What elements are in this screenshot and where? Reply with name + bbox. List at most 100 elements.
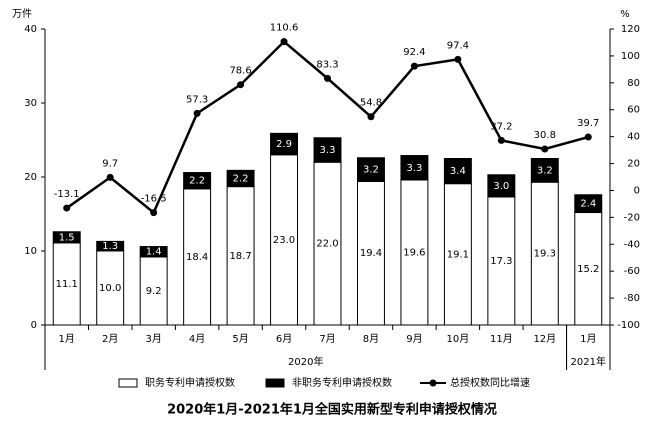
bar-value-label: 2.2 [233, 173, 249, 184]
bar-segment [400, 179, 429, 326]
y2-axis-label: % [620, 9, 630, 20]
bar-segment [139, 246, 168, 258]
line-value-label: 110.6 [270, 23, 299, 34]
y2-tick-label: 120 [621, 24, 640, 35]
bar-segment [270, 132, 299, 156]
bar-value-label: 1.4 [146, 247, 162, 258]
y-tick-label: 30 [24, 98, 37, 109]
bar-segment [530, 181, 559, 326]
line-marker [237, 81, 245, 89]
bar-value-label: 19.4 [360, 248, 382, 259]
legend-swatch [118, 378, 138, 388]
y2-tick-label: 20 [627, 159, 640, 170]
bar-value-label: 22.0 [316, 239, 338, 250]
bar-segment [226, 186, 255, 326]
y2-tick-label: 100 [621, 51, 640, 62]
line-value-label: 83.3 [316, 59, 338, 70]
y2-tick-label: -100 [617, 320, 640, 331]
line-marker [584, 133, 592, 141]
bar-value-label: 1.3 [102, 241, 118, 252]
line-marker [280, 38, 288, 46]
bar-segment [530, 158, 559, 183]
bar-value-label: 18.7 [229, 251, 251, 262]
line-marker [367, 113, 375, 121]
bar-value-label: 19.3 [534, 249, 556, 260]
line-value-label: -16.5 [141, 194, 167, 205]
bar-value-label: 3.3 [406, 163, 422, 174]
bar-value-label: 3.4 [450, 166, 466, 177]
x-tick-label: 9月 [406, 333, 422, 345]
bar-segment [226, 169, 255, 188]
x-tick-label: 7月 [319, 333, 335, 345]
bar-value-label: 19.1 [447, 249, 469, 260]
bar-segment [183, 172, 212, 190]
line-marker [150, 209, 158, 217]
bar-value-label: 1.5 [59, 232, 75, 243]
legend-marker [429, 379, 437, 387]
line-value-label: 30.8 [534, 130, 556, 141]
bar-value-label: 10.0 [99, 283, 121, 294]
bar-segment [443, 183, 472, 326]
x-group-label: 2021年 [571, 355, 606, 368]
bar-value-label: 3.0 [493, 181, 509, 192]
bar-value-label: 3.2 [537, 165, 553, 176]
bar-segment [400, 155, 429, 181]
y-tick-label: 40 [24, 24, 37, 35]
line-marker [497, 136, 505, 144]
bar-value-label: 19.6 [403, 247, 425, 258]
bar-segment [356, 157, 385, 182]
y2-tick-label: -20 [624, 212, 640, 223]
line-marker [324, 74, 331, 82]
y2-tick-label: 40 [627, 132, 640, 143]
bar-value-label: 3.3 [320, 145, 336, 156]
x-tick-label: 5月 [232, 333, 248, 345]
x-tick-label: 4月 [189, 333, 205, 345]
line-value-label: 39.7 [577, 118, 599, 129]
y2-tick-label: 0 [634, 185, 640, 196]
line-value-label: 57.3 [186, 94, 208, 105]
line-value-label: 92.4 [403, 47, 425, 58]
x-tick-label: 1月 [580, 333, 596, 345]
y2-tick-label: -40 [624, 239, 640, 250]
bar-segment [52, 231, 81, 244]
line-value-label: 9.7 [102, 158, 118, 169]
line-marker [193, 109, 201, 117]
line-value-label: 54.8 [360, 98, 382, 109]
y2-tick-label: 60 [627, 105, 640, 116]
y-tick-label: 0 [31, 320, 37, 331]
y-tick-label: 10 [24, 246, 37, 257]
legend-label: 总授权数同比增速 [450, 376, 530, 389]
bar-segment [574, 212, 603, 326]
y-tick-label: 20 [24, 172, 37, 183]
y2-tick-label: -80 [624, 293, 640, 304]
line-marker [63, 204, 71, 212]
bar-value-label: 3.2 [363, 165, 379, 176]
y2-tick-label: -60 [624, 266, 640, 277]
bar-value-label: 15.2 [577, 264, 599, 275]
y-axis-label: 万件 [12, 8, 32, 20]
line-value-label: 97.4 [447, 40, 469, 51]
legend-label: 职务专利申请授权数 [145, 376, 235, 389]
line-value-label: -13.1 [54, 189, 80, 200]
bar-segment [574, 194, 603, 214]
bar-segment [487, 174, 516, 198]
line-marker [454, 55, 462, 63]
y2-tick-label: 80 [627, 78, 640, 89]
bar-segment [183, 188, 212, 326]
x-group-label: 2020年 [288, 355, 323, 368]
line-marker [541, 145, 549, 153]
x-tick-label: 10月 [447, 333, 470, 345]
x-tick-label: 2月 [102, 333, 118, 345]
bar-value-label: 11.1 [56, 279, 78, 290]
line-marker [410, 62, 418, 70]
bar-value-label: 2.2 [189, 176, 205, 187]
legend-label: 非职务专利申请授权数 [292, 376, 392, 389]
bar-value-label: 23.0 [273, 235, 295, 246]
bar-value-label: 17.3 [490, 256, 512, 267]
line-value-label: 78.6 [229, 66, 251, 77]
chart-title: 2020年1月-2021年1月全国实用新型专利申请授权情况 [167, 402, 497, 418]
bar-segment [313, 161, 342, 326]
x-tick-label: 6月 [276, 333, 292, 345]
line-value-label: 37.2 [490, 121, 512, 132]
bar-value-label: 9.2 [146, 286, 162, 297]
